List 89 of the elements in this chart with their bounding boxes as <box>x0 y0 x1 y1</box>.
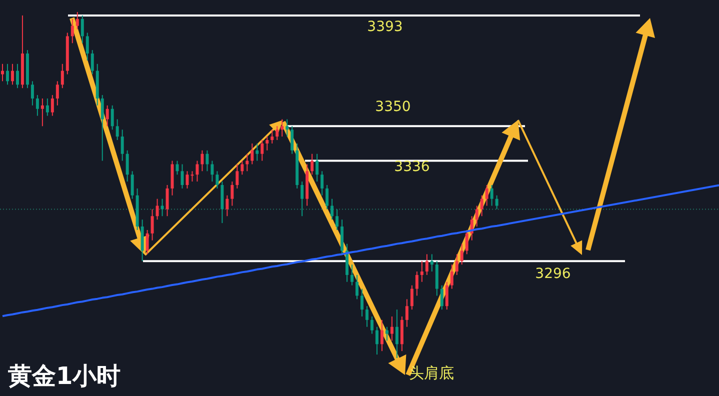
candlestick <box>216 170 219 189</box>
candlestick <box>16 63 19 89</box>
candlestick <box>365 306 368 328</box>
candlestick <box>290 126 294 154</box>
candlestick <box>356 274 358 300</box>
candlestick <box>330 198 334 220</box>
candlestick <box>130 170 134 200</box>
candlestick <box>485 184 488 206</box>
candlestick <box>415 271 418 296</box>
candlestick <box>410 284 414 310</box>
candlestick <box>475 205 478 228</box>
annotation: 3350 <box>375 99 411 115</box>
candlestick <box>200 150 204 172</box>
candlestick <box>395 309 398 358</box>
candlestick <box>250 142 254 165</box>
candlestick <box>146 229 149 255</box>
candlestick <box>206 150 209 172</box>
text: 3296 <box>535 266 571 282</box>
candlestick <box>480 194 484 217</box>
candlestick <box>280 118 284 138</box>
text: 头肩底 <box>408 364 454 382</box>
candlestick <box>76 12 79 30</box>
candlestick <box>226 194 229 217</box>
candlestick <box>106 104 109 127</box>
candlestick <box>150 208 154 241</box>
candlestick <box>196 160 199 182</box>
candlestick <box>56 80 59 106</box>
candlestick <box>420 260 424 282</box>
candlestick <box>180 164 184 189</box>
candlestick <box>80 14 84 44</box>
candlestick <box>40 98 44 127</box>
candlestick <box>460 243 464 266</box>
candlestick <box>36 94 39 116</box>
candlestick <box>210 160 214 182</box>
candlestick <box>440 284 444 310</box>
candlestick <box>375 326 378 356</box>
candlestick <box>455 254 458 276</box>
candlestick <box>1 63 4 82</box>
candlestick <box>370 316 374 334</box>
candlestick <box>116 118 119 141</box>
candlestick <box>350 264 354 286</box>
candlestick <box>30 80 34 106</box>
candlestick <box>240 160 244 176</box>
candlestick <box>86 32 89 61</box>
candlestick <box>445 281 448 310</box>
candlestick <box>230 181 234 206</box>
text: 黄金1小时 <box>7 362 121 390</box>
candlestick <box>320 170 324 196</box>
candlestick <box>430 254 434 272</box>
candlestick <box>300 181 304 217</box>
candlestick <box>60 63 64 89</box>
candlestick <box>425 254 428 276</box>
candlestick <box>10 63 14 86</box>
candlestick <box>100 94 104 162</box>
candlestick <box>270 129 274 144</box>
candlestick <box>50 94 54 116</box>
candlestick <box>490 184 494 206</box>
candlestick <box>110 104 114 130</box>
candlestick <box>190 170 194 182</box>
candlestick <box>46 98 49 116</box>
candlestick <box>326 184 329 210</box>
candlestick <box>90 50 94 75</box>
candlestick <box>450 264 454 290</box>
annotation: 3336 <box>394 159 430 175</box>
candlestick <box>186 170 189 189</box>
candlestick <box>166 184 169 217</box>
candlestick <box>336 208 339 230</box>
candlestick <box>156 198 159 220</box>
annotation: 3393 <box>367 19 403 35</box>
candlestick <box>380 319 384 352</box>
candlestick <box>360 288 364 317</box>
candlestick <box>260 140 264 162</box>
candlestick <box>276 126 279 141</box>
candlestick <box>120 129 124 162</box>
candlestick <box>495 194 498 210</box>
candlestick <box>236 164 239 189</box>
candlestick <box>385 326 388 342</box>
candlestick <box>390 316 394 342</box>
candlestick <box>176 160 179 176</box>
candlestick <box>310 153 314 176</box>
candlestick <box>316 153 319 182</box>
candlestick <box>126 150 129 182</box>
candlestick <box>256 142 259 162</box>
candlestick <box>405 298 408 328</box>
candlestick <box>465 229 468 255</box>
candlestick <box>266 136 269 151</box>
candlestick <box>70 18 74 44</box>
candlestick <box>6 63 9 86</box>
candlestick <box>286 118 289 138</box>
